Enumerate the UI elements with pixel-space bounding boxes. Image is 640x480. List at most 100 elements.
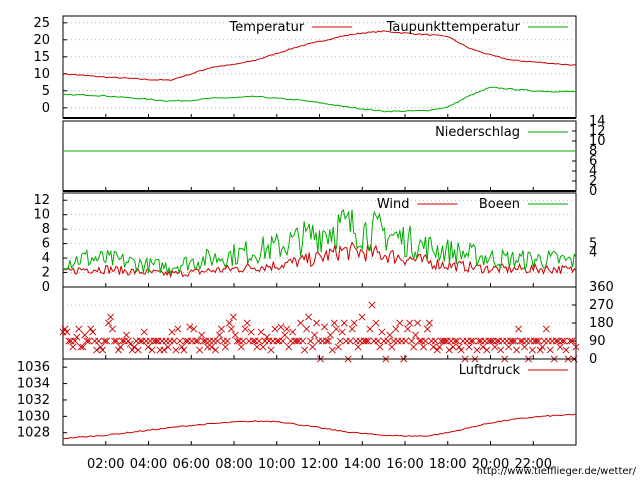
- temperature-y-tick-label: 5: [42, 84, 50, 99]
- wind-direction-point: [273, 337, 281, 345]
- wind-direction-point: [289, 328, 297, 336]
- pressure-series-luftdruck: [62, 413, 577, 440]
- wind-direction-point: [81, 331, 89, 339]
- wind-direction-point: [412, 331, 420, 339]
- wind-direction-point: [223, 337, 231, 345]
- wind-direction-point: [186, 323, 194, 331]
- wind-direction-point: [136, 337, 144, 345]
- wind-direction-point: [168, 328, 176, 336]
- wind-direction-point: [320, 323, 328, 331]
- wind-y-tick-label: 0: [42, 280, 50, 295]
- wind-direction-point: [313, 319, 321, 327]
- wind-direction-point: [243, 319, 251, 327]
- wind-direction-point: [299, 337, 307, 345]
- wind-direction-point: [99, 346, 107, 354]
- wind-direction-point: [307, 337, 315, 345]
- wind-direction-point: [532, 337, 540, 345]
- temperature-series-taupunkttemperatur: [63, 86, 577, 113]
- wind-direction-point: [467, 337, 475, 345]
- wind-direction-point: [134, 346, 142, 354]
- wind-direction-point: [271, 325, 279, 333]
- wind-direction-point: [423, 325, 431, 333]
- wind-direction-point: [176, 337, 184, 345]
- wind-direction-point: [566, 337, 574, 345]
- x-tick-label: 08:00: [215, 457, 252, 472]
- wind-direction-point: [552, 337, 560, 345]
- wind-series-boeen: [62, 208, 577, 275]
- wind-direction-point: [281, 331, 289, 339]
- wind-direction-point: [71, 337, 79, 345]
- wind-direction-point: [259, 343, 267, 351]
- pressure-legend-label: Luftdruck: [459, 363, 521, 378]
- wind-direction-point: [429, 343, 437, 351]
- wind-direction-panel: 0 90 180 270 360: [59, 280, 614, 367]
- wind-direction-point: [449, 343, 457, 351]
- precipitation-y-tick-label: 0: [589, 184, 597, 199]
- wind-direction-point: [95, 337, 103, 345]
- wind-direction-point: [101, 337, 109, 345]
- wind-direction-point: [487, 337, 495, 345]
- temperature-series-temperatur: [62, 30, 577, 82]
- wind-direction-point: [534, 337, 542, 345]
- pressure-y-tick-label: 1034: [17, 377, 50, 392]
- wind-direction-point: [346, 337, 354, 345]
- wind-direction-point: [388, 343, 396, 351]
- temperature-y-tick-label: 25: [33, 16, 50, 31]
- wind-direction-point: [279, 337, 287, 345]
- wind-direction-point: [293, 337, 301, 345]
- wind-direction-point: [528, 346, 536, 354]
- wind-direction-point: [515, 325, 523, 333]
- wind-direction-point: [475, 337, 483, 345]
- wind-direction-point: [77, 343, 85, 351]
- wind-direction-point: [255, 337, 263, 345]
- wind-direction-point: [61, 325, 69, 333]
- wind-y-tick-label: 4: [42, 251, 50, 266]
- wind-direction-point: [396, 319, 404, 327]
- wind-direction-point: [338, 328, 346, 336]
- precipitation-y-tick-label: 4: [589, 164, 597, 179]
- wind-direction-point: [103, 337, 111, 345]
- wind-direction-point: [114, 346, 122, 354]
- wind-direction-point: [431, 337, 439, 345]
- precipitation-y-tick-label: 12: [589, 124, 606, 139]
- temperature-panel: 0 5 10 15 20 25 Taupunkttemperatur Temperatur: [33, 15, 577, 119]
- wind-direction-point: [558, 337, 566, 345]
- temperature-legend-label: Taupunkttemperatur: [386, 20, 521, 35]
- wind-direction-point: [542, 325, 550, 333]
- wind-direction-point: [491, 343, 499, 351]
- wind-direction-point: [364, 337, 372, 345]
- wind-direction-point: [190, 325, 198, 333]
- wind-direction-point: [473, 346, 481, 354]
- wind-direction-point: [330, 319, 338, 327]
- wind-direction-y-tick-label: 180: [589, 316, 614, 331]
- precipitation-y-tick-label: 6: [589, 154, 597, 169]
- wind-direction-point: [404, 325, 412, 333]
- wind-direction-point: [89, 328, 97, 336]
- wind-direction-point: [160, 346, 168, 354]
- wind-direction-point: [277, 323, 285, 331]
- wind-direction-point: [217, 325, 225, 333]
- wind-y-tick-label: 10: [33, 208, 50, 223]
- wind-direction-point: [148, 346, 156, 354]
- wind-direction-point: [75, 325, 83, 333]
- x-tick-label: 20:00: [472, 457, 509, 472]
- wind-direction-point: [110, 337, 119, 345]
- wind-direction-point: [229, 313, 237, 321]
- wind-direction-point: [285, 343, 293, 351]
- wind-direction-point: [124, 337, 132, 345]
- wind-direction-point: [128, 346, 136, 354]
- wind-direction-point: [105, 319, 113, 327]
- wind-direction-y-tick-label: 0: [589, 352, 597, 367]
- wind-direction-point: [208, 343, 216, 351]
- wind-direction-point: [322, 337, 330, 345]
- wind-y2-tick-label: 4: [589, 245, 597, 260]
- pressure-y-tick-label: 1032: [17, 393, 50, 408]
- wind-direction-point: [374, 337, 382, 345]
- wind-direction-point: [384, 337, 392, 345]
- wind-direction-point: [362, 337, 370, 345]
